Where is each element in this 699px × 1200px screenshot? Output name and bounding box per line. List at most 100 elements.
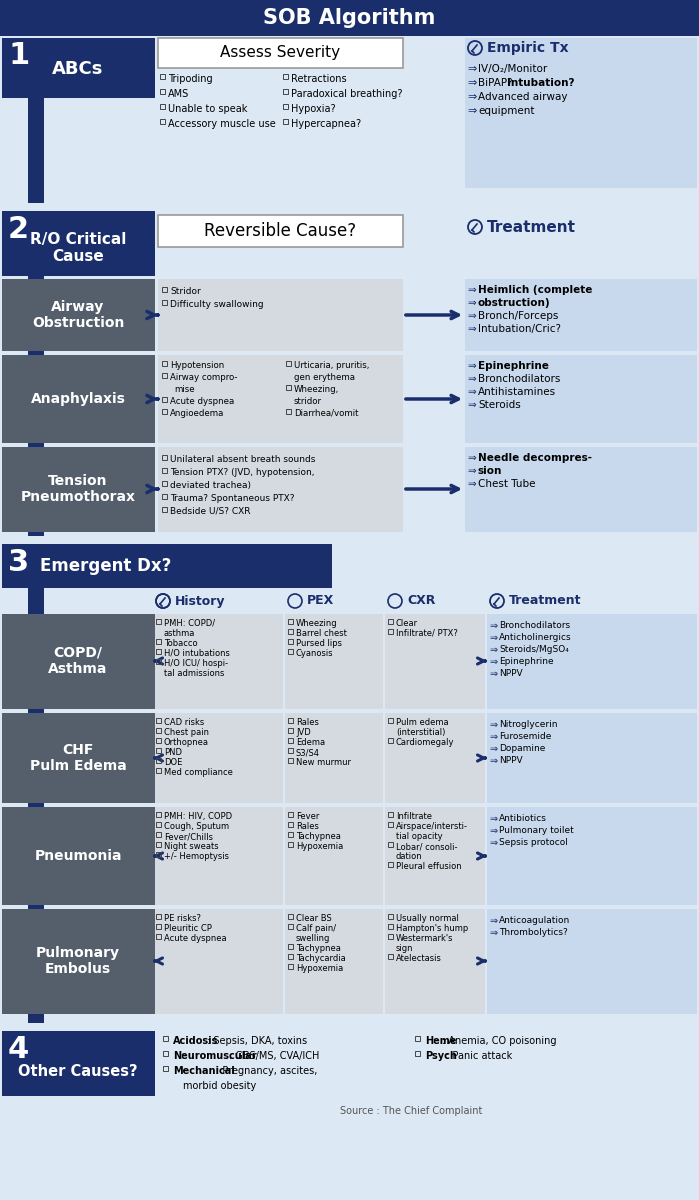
Bar — [156, 638, 161, 644]
Text: Rales: Rales — [296, 822, 319, 830]
Bar — [160, 119, 165, 124]
Bar — [385, 614, 485, 709]
Bar — [388, 718, 393, 722]
Text: ⇒: ⇒ — [489, 732, 497, 742]
Bar — [388, 738, 393, 743]
Text: ⇒: ⇒ — [489, 622, 497, 631]
Bar — [285, 910, 383, 1014]
Bar — [2, 806, 155, 905]
Bar — [388, 924, 393, 929]
Bar — [288, 638, 293, 644]
Text: : Panic attack: : Panic attack — [447, 1051, 513, 1061]
Bar — [288, 924, 293, 929]
Text: Infiltrate/ PTX?: Infiltrate/ PTX? — [396, 629, 458, 638]
Text: Orthopnea: Orthopnea — [164, 738, 209, 746]
Bar — [283, 74, 288, 79]
Bar — [288, 649, 293, 654]
Bar — [283, 104, 288, 109]
Text: Bronch/Forceps: Bronch/Forceps — [478, 311, 559, 320]
Bar — [2, 713, 155, 803]
Text: CAD risks: CAD risks — [164, 718, 204, 727]
Text: ⇒: ⇒ — [467, 298, 476, 308]
Bar — [288, 964, 293, 970]
Bar — [162, 373, 167, 378]
Text: Treatment: Treatment — [509, 594, 582, 607]
Text: Hypotension: Hypotension — [170, 361, 224, 370]
Bar — [285, 806, 383, 905]
Bar — [2, 38, 155, 98]
Bar — [153, 910, 283, 1014]
Bar — [283, 89, 288, 94]
Text: dation: dation — [396, 852, 423, 862]
Text: Dopamine: Dopamine — [499, 744, 545, 754]
Text: Cardiomegaly: Cardiomegaly — [396, 738, 454, 746]
Text: Chest Tube: Chest Tube — [478, 479, 535, 490]
Text: Cyanosis: Cyanosis — [296, 649, 333, 658]
Text: Trauma? Spontaneous PTX?: Trauma? Spontaneous PTX? — [170, 494, 294, 503]
Text: morbid obesity: morbid obesity — [183, 1081, 257, 1091]
Bar — [288, 954, 293, 959]
Bar — [156, 738, 161, 743]
Bar — [388, 914, 393, 919]
Text: R/O Critical
Cause: R/O Critical Cause — [30, 232, 127, 264]
Bar — [465, 446, 697, 532]
Text: Tobacco: Tobacco — [164, 638, 198, 648]
Text: tal admissions: tal admissions — [164, 670, 224, 678]
Bar — [160, 74, 165, 79]
Bar — [156, 914, 161, 919]
Text: : Pregnancy, ascites,: : Pregnancy, ascites, — [216, 1066, 317, 1076]
Bar — [285, 713, 383, 803]
Text: Pleuritic CP: Pleuritic CP — [164, 924, 212, 934]
Text: Airway
Obstruction: Airway Obstruction — [32, 300, 124, 330]
Bar — [2, 446, 155, 532]
Text: ⇒: ⇒ — [489, 744, 497, 754]
Text: Angioedema: Angioedema — [170, 409, 224, 418]
Text: Tension
Pneumothorax: Tension Pneumothorax — [20, 474, 136, 504]
Text: ⇒: ⇒ — [467, 479, 476, 490]
Bar — [283, 119, 288, 124]
Text: Anticholinergics: Anticholinergics — [499, 634, 572, 642]
Text: PMH: COPD/: PMH: COPD/ — [164, 619, 215, 628]
Bar — [156, 758, 161, 763]
Text: ⇒: ⇒ — [489, 634, 497, 643]
Text: CXR: CXR — [407, 594, 435, 607]
Bar — [288, 758, 293, 763]
Bar — [162, 361, 167, 366]
Bar — [288, 619, 293, 624]
Text: : GBS/MS, CVA/ICH: : GBS/MS, CVA/ICH — [229, 1051, 319, 1061]
Bar — [163, 1066, 168, 1070]
Bar — [156, 832, 161, 838]
Text: Urticaria, pruritis,: Urticaria, pruritis, — [294, 361, 369, 370]
Text: Intubation?: Intubation? — [507, 78, 574, 88]
Text: Westermark's: Westermark's — [396, 934, 454, 943]
Bar — [288, 822, 293, 827]
Bar — [156, 619, 161, 624]
Text: Emergent Dx?: Emergent Dx? — [40, 557, 171, 575]
Text: COPD/
Asthma: COPD/ Asthma — [48, 646, 108, 676]
Text: Tachycardia: Tachycardia — [296, 954, 346, 962]
Bar — [162, 468, 167, 473]
Text: Pneumonia: Pneumonia — [34, 850, 122, 863]
Bar — [153, 713, 283, 803]
Bar — [158, 446, 403, 532]
Text: Diarrhea/vomit: Diarrhea/vomit — [294, 409, 359, 418]
Text: Pleural effusion: Pleural effusion — [396, 862, 461, 871]
Text: Infiltrate: Infiltrate — [396, 812, 432, 821]
Text: ⇒: ⇒ — [467, 466, 476, 476]
Text: JVD: JVD — [296, 728, 311, 737]
Text: DOE: DOE — [164, 758, 182, 767]
Bar — [388, 822, 393, 827]
Bar — [160, 104, 165, 109]
Text: 2: 2 — [8, 215, 29, 244]
Text: 3: 3 — [8, 548, 29, 577]
Text: (interstitial): (interstitial) — [396, 728, 445, 737]
Text: swelling: swelling — [296, 934, 331, 943]
Text: Pulmonary toilet: Pulmonary toilet — [499, 826, 574, 835]
Bar — [28, 588, 44, 1022]
Bar — [156, 768, 161, 773]
Text: Bedside U/S? CXR: Bedside U/S? CXR — [170, 506, 250, 516]
Text: PMH: HIV, COPD: PMH: HIV, COPD — [164, 812, 232, 821]
Text: Steroids: Steroids — [478, 400, 521, 410]
Text: Psych: Psych — [425, 1051, 457, 1061]
Text: ⇒: ⇒ — [489, 756, 497, 766]
